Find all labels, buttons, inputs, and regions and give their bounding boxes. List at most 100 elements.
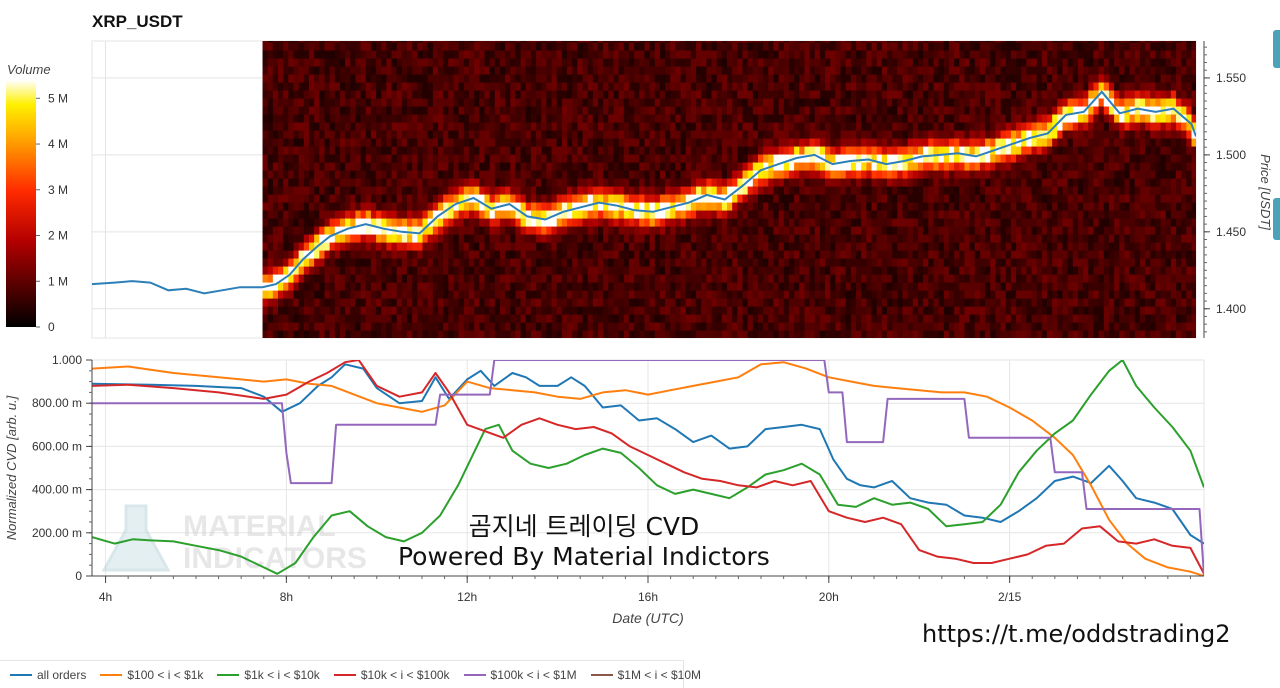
heatmap-cell [711, 201, 718, 211]
heatmap-cell [850, 233, 857, 243]
heatmap-cell [737, 105, 744, 115]
heatmap-cell [670, 97, 677, 107]
heatmap-cell [556, 305, 563, 315]
heatmap-cell [747, 233, 754, 243]
heatmap-cell [783, 305, 790, 315]
heatmap-cell [582, 113, 589, 123]
heatmap-cell [768, 169, 775, 179]
heatmap-cell [510, 313, 517, 323]
heatmap-cell [706, 81, 713, 91]
heatmap-cell [458, 289, 465, 299]
heatmap-cell [871, 265, 878, 275]
heatmap-cell [768, 185, 775, 195]
heatmap-cell [840, 49, 847, 59]
heatmap-cell [618, 193, 625, 203]
heatmap-cell [902, 153, 909, 163]
heatmap-cell [742, 145, 749, 155]
heatmap-cell [856, 89, 862, 99]
heatmap-cell [732, 49, 738, 59]
heatmap-cell [520, 153, 527, 163]
heatmap-cell [438, 89, 444, 99]
heatmap-cell [716, 273, 723, 283]
heatmap-cell [567, 313, 573, 323]
heatmap-cell [644, 185, 651, 195]
heatmap-cell [701, 185, 707, 195]
heatmap-cell [551, 113, 558, 123]
heatmap-cell [587, 41, 594, 43]
heatmap-cell [727, 265, 733, 275]
heatmap-cell [747, 249, 754, 259]
heatmap-cell [866, 209, 873, 219]
heatmap-cell [401, 233, 408, 243]
heatmap-cell [510, 145, 517, 155]
heatmap-cell [701, 97, 707, 107]
heatmap-cell [783, 329, 790, 338]
heatmap-cell [530, 233, 537, 243]
heatmap-cell [690, 153, 697, 163]
heatmap-cell [603, 105, 609, 115]
heatmap-cell [721, 81, 728, 91]
heatmap-cell [453, 233, 460, 243]
heatmap-cell [649, 233, 656, 243]
heatmap-cell [314, 169, 320, 179]
heatmap-cell [881, 177, 888, 187]
heatmap-cell [376, 201, 382, 211]
heatmap-cell [443, 209, 449, 219]
heatmap-cell [530, 305, 537, 315]
heatmap-cell [468, 41, 475, 43]
heatmap-cell [381, 313, 387, 323]
heatmap-cell [902, 177, 909, 187]
heatmap-cell [649, 241, 656, 251]
heatmap-cell [443, 41, 449, 51]
heatmap-cell [788, 281, 795, 291]
heatmap-cell [334, 113, 341, 123]
heatmap-cell [293, 97, 300, 107]
heatmap-cell [438, 321, 444, 331]
heatmap-cell [298, 113, 305, 123]
heatmap-cell [463, 161, 470, 171]
heatmap-cell [546, 233, 553, 243]
heatmap-cell [603, 313, 609, 323]
heatmap-cell [598, 305, 604, 315]
heatmap-cell [649, 177, 656, 187]
heatmap-cell [850, 305, 857, 315]
heatmap-cell [690, 169, 697, 179]
heatmap-cell [850, 121, 857, 131]
heatmap-cell [298, 73, 305, 83]
heatmap-cell [871, 241, 878, 251]
heatmap-cell [830, 241, 837, 251]
heatmap-cell [427, 153, 434, 163]
heatmap-cell [861, 49, 867, 59]
heatmap-cell [319, 225, 326, 235]
heatmap-cell [334, 177, 341, 187]
heatmap-cell [768, 265, 775, 275]
heatmap-cell [732, 305, 738, 315]
heatmap-cell [401, 113, 408, 123]
heatmap-cell [917, 113, 924, 123]
heatmap-cell [773, 209, 780, 219]
heatmap-cell [541, 137, 547, 147]
heatmap-cell [757, 313, 764, 323]
heatmap-cell [809, 41, 816, 43]
heatmap-cell [556, 41, 563, 51]
heatmap-cell [763, 41, 769, 43]
heatmap-cell [463, 201, 470, 211]
heatmap-cell [649, 313, 656, 323]
heatmap-cell [881, 281, 888, 291]
heatmap-cell [427, 41, 434, 43]
heatmap-cell [520, 297, 527, 307]
heatmap-cell [598, 177, 604, 187]
heatmap-cell [474, 321, 480, 331]
heatmap-cell [474, 97, 480, 107]
heatmap-cell [727, 49, 733, 59]
heatmap-cell [587, 153, 594, 163]
heatmap-cell [592, 201, 599, 211]
heatmap-cell [892, 201, 898, 211]
heatmap-cell [314, 145, 320, 155]
heatmap-cell [928, 49, 935, 59]
heatmap-cell [417, 153, 424, 163]
heatmap-cell [505, 273, 511, 283]
heatmap-cell [804, 193, 811, 203]
heatmap-cell [303, 129, 310, 139]
heatmap-cell [840, 81, 847, 91]
